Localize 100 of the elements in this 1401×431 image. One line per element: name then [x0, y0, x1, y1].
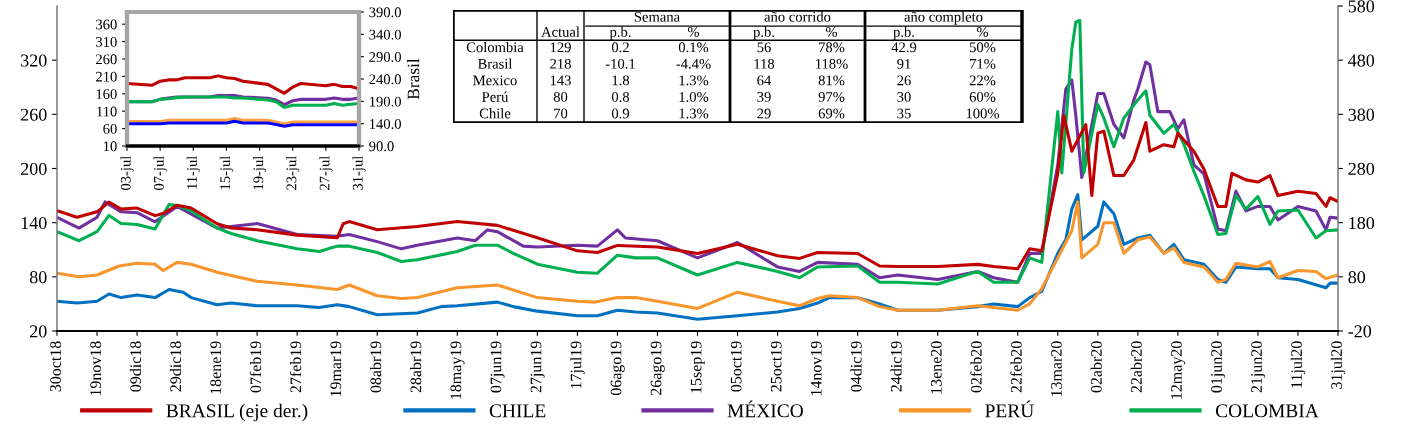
text: 1.8: [612, 75, 630, 86]
category-label: Colombia: [466, 41, 524, 53]
y2-tick-label: 390.0: [369, 7, 401, 18]
y2-tick-label: 190.0: [370, 96, 401, 107]
y-tick-label: 10: [103, 141, 117, 152]
x-tick-label: 26ago19: [650, 341, 665, 396]
x-tick-label: 12may20: [1171, 341, 1186, 399]
text: 50%: [969, 42, 996, 53]
text: 0.9: [611, 108, 630, 119]
y-tick-label: 110: [97, 106, 117, 117]
text: 22%: [969, 75, 996, 86]
x-tick-label: 27-jul: [319, 156, 333, 190]
x-tick-label: 11jul20: [1290, 341, 1306, 388]
x-tick-label: 02abr20: [1090, 341, 1102, 393]
category-label: %: [976, 27, 989, 37]
x-tick-label: 19-jul: [252, 156, 267, 190]
x-tick-label: 13mar20: [1051, 341, 1062, 397]
text: 218: [550, 58, 571, 69]
text: 71%: [970, 58, 996, 69]
text: 129: [550, 42, 571, 53]
x-tick-label: 25oct19: [770, 341, 782, 392]
x-tick-label: 19nov18: [90, 341, 102, 396]
y-tick-label: 260: [96, 54, 117, 65]
x-tick-label: 01jun20: [1211, 341, 1226, 393]
y2-tick-label: -20: [1348, 325, 1372, 338]
x-tick-label: 21jun20: [1251, 341, 1266, 393]
x-tick-label: 15sep19: [690, 341, 705, 393]
text: 0.1%: [678, 42, 709, 53]
x-tick-label: 03-jul: [120, 156, 134, 190]
legend-label: BRASIL (eje der.): [166, 403, 308, 422]
x-tick-label: 29dic18: [169, 341, 182, 392]
x-tick-label: 27jun19: [530, 341, 545, 393]
y-tick-label: 260: [20, 108, 47, 121]
y-tick-label: 200: [20, 162, 47, 175]
text: 80: [553, 91, 568, 102]
category-label: p.b.: [893, 26, 914, 40]
category-label: Brasil: [478, 58, 513, 69]
x-tick-label: 31jul20: [1330, 341, 1346, 389]
y-tick-label: 60: [103, 123, 117, 134]
text: 100%: [966, 108, 1000, 119]
y2-tick-label: 340.0: [369, 29, 401, 40]
annotation: año corrido: [764, 11, 831, 22]
y-tick-label: 140: [21, 216, 47, 230]
y-tick-label: 310: [96, 36, 117, 47]
x-tick-label: 07feb19: [249, 341, 262, 393]
x-tick-label: 27feb19: [289, 341, 302, 393]
text: 26: [897, 75, 911, 86]
text: 0.2: [611, 42, 629, 53]
y2-tick-label: 80: [1348, 271, 1366, 284]
y2-tick-label: 180: [1349, 216, 1375, 230]
annotation: año completo: [904, 11, 983, 25]
category-label: Actual: [541, 26, 580, 37]
x-tick-label: 02feb20: [970, 341, 982, 393]
y-tick-label: 320: [21, 54, 47, 67]
x-tick-label: 14nov19: [810, 341, 822, 396]
category-label: p.b.: [753, 26, 774, 40]
y2-tick-label: 240.0: [369, 74, 401, 85]
x-tick-label: 13ene20: [930, 341, 942, 394]
y2-tick-label: 90.0: [369, 141, 394, 152]
text: 97%: [818, 91, 845, 102]
text: -10.1: [605, 58, 635, 69]
text: 91: [897, 58, 911, 69]
text: 118%: [816, 58, 848, 69]
x-tick-label: 30oct18: [50, 341, 61, 392]
x-tick-label: 07-jul: [153, 156, 167, 190]
text: 69%: [818, 108, 845, 119]
text: 1.0%: [679, 91, 709, 102]
text: 70: [554, 108, 568, 119]
x-tick-label: 18may19: [450, 341, 465, 399]
text: 35: [897, 108, 911, 119]
text: 0.8: [611, 91, 630, 102]
y-tick-label: 20: [30, 325, 47, 338]
y2-tick-label: 290.0: [369, 52, 401, 62]
legend-label: PERÚ: [985, 400, 1034, 418]
x-tick-label: 18ene19: [210, 341, 222, 394]
x-tick-label: 11-jul: [186, 156, 200, 189]
y2-tick-label: 380: [1348, 108, 1375, 121]
x-tick-label: 31-jul: [352, 156, 366, 190]
x-tick-label: 17jul19: [570, 341, 585, 389]
text: 56: [757, 42, 771, 53]
y-tick-label: 160: [96, 89, 117, 99]
y-tick-label: 360: [96, 19, 117, 30]
category-label: Chile: [479, 108, 511, 119]
y2-tick-label: 280: [1348, 162, 1375, 175]
y2-tick-label: 480: [1348, 54, 1375, 67]
x-tick-label: 22feb20: [1010, 341, 1022, 393]
category-label: %: [687, 27, 700, 37]
text: 143: [550, 75, 571, 86]
y2-tick-label: 580: [1348, 0, 1375, 13]
x-tick-label: 23-jul: [286, 156, 300, 190]
text: 64: [757, 75, 772, 86]
x-tick-label: 15-jul: [219, 156, 234, 190]
legend-label: MÉXICO: [727, 400, 803, 418]
category-label: Perú: [482, 91, 509, 102]
text: 60%: [969, 91, 996, 102]
text: 29: [757, 108, 771, 119]
text: 78%: [819, 42, 845, 53]
y-tick-label: 80: [29, 271, 47, 284]
category-label: Mexico: [473, 75, 517, 86]
text: -4.4%: [676, 58, 711, 69]
